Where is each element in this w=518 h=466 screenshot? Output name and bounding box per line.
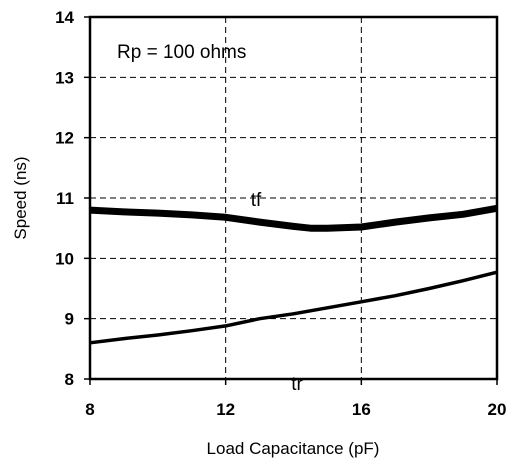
x-tick-label: 8 [85, 400, 94, 419]
y-tick-label: 8 [65, 370, 74, 389]
y-tick-label: 10 [55, 249, 74, 268]
x-tick-label: 16 [352, 400, 371, 419]
series-label-tf: tf [251, 190, 262, 211]
y-tick-label: 11 [56, 189, 74, 208]
tick-marks [84, 16, 498, 385]
x-tick-label: 12 [216, 400, 235, 419]
y-tick-label: 12 [55, 129, 74, 148]
annotation-text: Rp = 100 ohms [117, 42, 246, 63]
series-line-tr [89, 270, 498, 345]
y-tick-label: 14 [55, 8, 74, 27]
series-line-tf [89, 204, 498, 232]
x-axis-label: Load Capacitance (pF) [207, 439, 380, 458]
series-group [89, 204, 498, 345]
x-tick-labels: 8 12 16 20 [85, 400, 506, 419]
grid-lines [90, 17, 497, 379]
y-tick-label: 9 [65, 310, 74, 329]
series-label-tr: tr [291, 374, 303, 395]
x-tick-label: 20 [488, 400, 507, 419]
y-axis-label: Speed (ns) [11, 156, 30, 239]
y-tick-label: 13 [55, 68, 74, 87]
y-tick-labels: 8 9 10 11 12 13 14 [55, 8, 74, 389]
